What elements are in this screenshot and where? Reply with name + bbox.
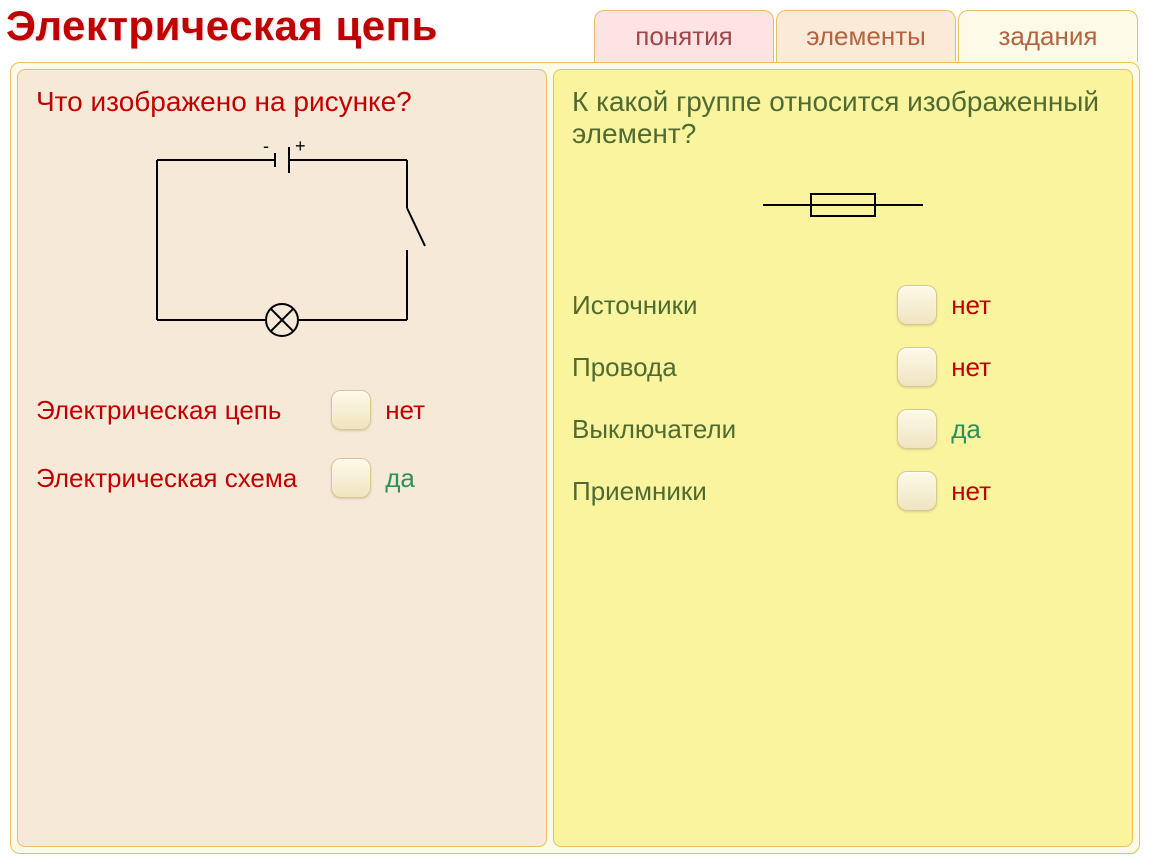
q2-option-4-label: Приемники: [572, 476, 897, 507]
page-title: Электрическая цепь: [6, 2, 438, 50]
circuit-svg: - +: [127, 130, 437, 345]
panel-question-1: Что изображено на рисунке? - +: [17, 69, 547, 847]
q2-option-2: Провода нет: [572, 347, 1114, 387]
tab-concepts[interactable]: понятия: [594, 10, 774, 62]
q1-option-1-answer: нет: [385, 395, 425, 426]
circuit-diagram: - +: [36, 130, 528, 350]
tab-elements[interactable]: элементы: [776, 10, 956, 62]
battery-plus: +: [295, 136, 306, 156]
q1-option-1: Электрическая цепь нет: [36, 390, 528, 430]
q2-option-2-label: Провода: [572, 352, 897, 383]
q2-option-1-answer: нет: [951, 290, 991, 321]
content: Что изображено на рисунке? - +: [10, 62, 1140, 854]
fuse-svg: [753, 180, 933, 230]
q1-option-2: Электрическая схема да: [36, 458, 528, 498]
q2-option-2-answer: нет: [951, 352, 991, 383]
q2-option-1: Источники нет: [572, 285, 1114, 325]
fuse-diagram: [572, 180, 1114, 235]
q2-option-4: Приемники нет: [572, 471, 1114, 511]
q2-option-2-checkbox[interactable]: [897, 347, 937, 387]
tab-tasks[interactable]: задания: [958, 10, 1138, 62]
q2-option-1-checkbox[interactable]: [897, 285, 937, 325]
q2-option-4-checkbox[interactable]: [897, 471, 937, 511]
tab-bar: понятия элементы задания: [594, 10, 1138, 62]
q1-option-2-label: Электрическая схема: [36, 463, 331, 494]
q2-option-3-checkbox[interactable]: [897, 409, 937, 449]
panel-question-2: К какой группе относится изображенный эл…: [553, 69, 1133, 847]
battery-minus: -: [263, 136, 269, 156]
q2-option-3: Выключатели да: [572, 409, 1114, 449]
question-2-text: К какой группе относится изображенный эл…: [572, 86, 1114, 150]
q2-option-3-label: Выключатели: [572, 414, 897, 445]
q2-option-3-answer: да: [951, 414, 981, 445]
q1-option-2-checkbox[interactable]: [331, 458, 371, 498]
q1-option-1-checkbox[interactable]: [331, 390, 371, 430]
q1-option-2-answer: да: [385, 463, 415, 494]
q2-option-1-label: Источники: [572, 290, 897, 321]
q1-option-1-label: Электрическая цепь: [36, 395, 331, 426]
header: Электрическая цепь понятия элементы зада…: [0, 0, 1150, 62]
q2-option-4-answer: нет: [951, 476, 991, 507]
question-1-text: Что изображено на рисунке?: [36, 86, 528, 118]
